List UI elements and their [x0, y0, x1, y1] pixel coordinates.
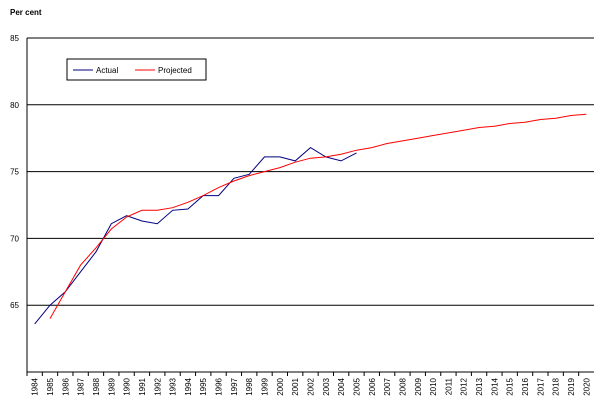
- x-tick-label: 2005: [352, 377, 361, 395]
- x-tick-label: 1991: [138, 377, 147, 395]
- x-tick-label: 2016: [521, 377, 530, 395]
- x-tick-label: 2010: [429, 377, 438, 395]
- series-line: [34, 146, 357, 325]
- x-tick-label: 1996: [215, 377, 224, 395]
- x-tick-label: 1998: [245, 377, 254, 395]
- x-tick-label: 1990: [123, 377, 132, 395]
- x-tick-label: 2011: [444, 377, 453, 395]
- x-tick-label: 2013: [475, 377, 484, 395]
- x-tick-label: 1993: [169, 377, 178, 395]
- legend-label: Projected: [158, 66, 192, 75]
- x-tick-label: 2007: [383, 377, 392, 395]
- x-tick-label: 1997: [230, 377, 239, 395]
- x-tick-label: 2002: [307, 377, 316, 395]
- x-tick-label: 1987: [77, 377, 86, 395]
- x-tick-label: 2001: [291, 377, 300, 395]
- x-tick-label: 2008: [398, 377, 407, 395]
- y-tick-label: 75: [10, 168, 19, 177]
- x-tick-label: 2012: [460, 377, 469, 395]
- x-tick-label: 1989: [107, 377, 116, 395]
- x-tick-label: 2015: [506, 377, 515, 395]
- x-tick-label: 2018: [552, 377, 561, 395]
- x-tick-label: 1985: [46, 377, 55, 395]
- x-tick-label: 2014: [490, 377, 499, 395]
- y-axis-title: Per cent: [10, 8, 42, 17]
- x-tick-label: 1988: [92, 377, 101, 395]
- x-tick-label: 2004: [337, 377, 346, 395]
- y-tick-label: 65: [10, 301, 19, 310]
- x-tick-label: 2003: [322, 377, 331, 395]
- x-tick-label: 1995: [199, 377, 208, 395]
- legend-label: Actual: [96, 66, 118, 75]
- x-tick-label: 2006: [368, 377, 377, 395]
- x-tick-label: 1999: [261, 377, 270, 395]
- x-tick-label: 2017: [536, 377, 545, 395]
- x-tick-label: 1994: [184, 377, 193, 395]
- x-tick-label: 2019: [567, 377, 576, 395]
- x-tick-label: 2020: [582, 377, 591, 395]
- x-tick-label: 1986: [61, 377, 70, 395]
- x-tick-label: 2009: [414, 377, 423, 395]
- series-line: [49, 113, 587, 319]
- y-tick-label: 85: [10, 34, 19, 43]
- x-tick-label: 1984: [31, 377, 40, 395]
- x-tick-label: 2000: [276, 377, 285, 395]
- y-tick-label: 70: [10, 234, 19, 243]
- x-tick-label: 1992: [153, 377, 162, 395]
- y-tick-label: 80: [10, 101, 19, 110]
